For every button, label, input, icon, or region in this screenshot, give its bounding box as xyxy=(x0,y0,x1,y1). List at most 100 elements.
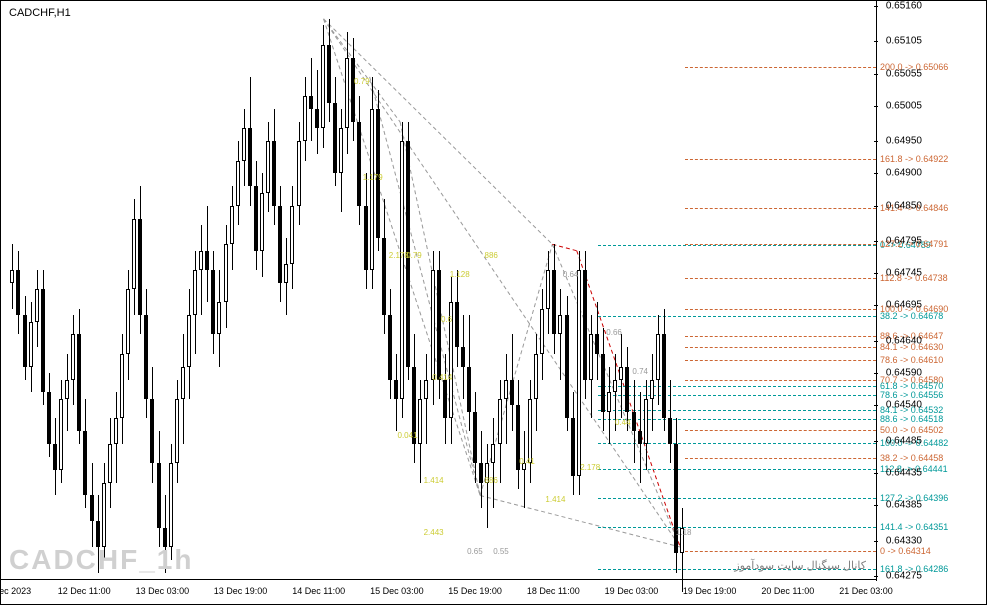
candle xyxy=(266,141,270,193)
candle xyxy=(668,418,672,444)
candle xyxy=(479,463,483,482)
candle xyxy=(102,483,106,547)
x-tick-label: 13 Dec 19:00 xyxy=(214,586,268,596)
candle xyxy=(260,193,264,251)
candle xyxy=(138,219,142,316)
candle xyxy=(224,244,228,302)
candle xyxy=(467,367,471,412)
pattern-label: 0.65 xyxy=(467,547,483,556)
candle xyxy=(540,309,544,354)
x-tick-label: 19 Dec 19:00 xyxy=(683,586,737,596)
candle xyxy=(205,251,209,270)
candle xyxy=(242,128,246,160)
pattern-label: 0.64 xyxy=(563,270,579,279)
candle xyxy=(552,270,556,334)
candle xyxy=(504,380,508,399)
fib-line xyxy=(598,527,876,528)
candle xyxy=(108,444,112,483)
candle xyxy=(278,206,282,283)
fib-line xyxy=(685,336,876,337)
y-tick-label: 0.64485 xyxy=(886,435,922,446)
candle xyxy=(498,399,502,444)
x-tick-label: 15 Dec 03:00 xyxy=(370,586,424,596)
candle xyxy=(181,367,185,399)
candle xyxy=(388,315,392,379)
candle xyxy=(528,399,532,463)
candle xyxy=(571,418,575,476)
candle xyxy=(150,399,154,463)
candle xyxy=(534,354,538,399)
candle xyxy=(254,186,258,250)
pattern-label: 0.44 xyxy=(615,418,631,427)
pattern-label: 0.414 xyxy=(432,373,452,382)
pattern-label: 2.443 xyxy=(424,528,444,537)
candle xyxy=(613,380,617,393)
fib-line xyxy=(685,380,876,381)
x-tick-label: 13 Dec 03:00 xyxy=(136,586,190,596)
fib-line xyxy=(598,386,876,387)
plot-area: 200.0 -> 0.65066161.8 -> 0.64922141.4 ->… xyxy=(6,6,876,576)
pattern-label: 0.74 xyxy=(632,367,648,376)
candle xyxy=(120,354,124,418)
y-tick-label: 0.64950 xyxy=(886,136,922,147)
fib-line xyxy=(685,159,876,160)
fib-line xyxy=(685,347,876,348)
fib-line xyxy=(685,458,876,459)
candle xyxy=(455,302,459,347)
pattern-label: 886 xyxy=(485,251,498,260)
candle xyxy=(230,206,234,245)
candle xyxy=(193,270,197,315)
candle xyxy=(297,141,301,205)
candle xyxy=(199,251,203,270)
candle xyxy=(382,238,386,315)
y-tick-label: 0.64745 xyxy=(886,268,922,279)
candle xyxy=(601,354,605,412)
x-axis: 11 Dec 202312 Dec 11:0013 Dec 03:0013 De… xyxy=(1,579,876,604)
candle xyxy=(211,270,215,334)
fib-line xyxy=(685,551,876,552)
pattern-label: 0.66 xyxy=(606,328,622,337)
y-axis: 0.651600.651050.650550.650050.649500.649… xyxy=(876,1,986,581)
candle xyxy=(351,58,355,122)
pattern-line xyxy=(370,77,480,496)
candle xyxy=(35,289,39,321)
fib-line xyxy=(685,67,876,68)
x-tick-label: 19 Dec 03:00 xyxy=(605,586,659,596)
candle xyxy=(674,444,678,553)
y-tick-label: 0.64435 xyxy=(886,467,922,478)
x-tick-label: 18 Dec 11:00 xyxy=(527,586,580,596)
candle xyxy=(47,392,51,444)
y-tick-label: 0.64900 xyxy=(886,168,922,179)
candle xyxy=(491,444,495,463)
candle xyxy=(290,206,294,264)
candle xyxy=(418,399,422,444)
chart-svg xyxy=(6,6,876,576)
candle xyxy=(77,334,81,431)
candle xyxy=(10,270,14,283)
pattern-label: 2.178 xyxy=(389,251,409,260)
pattern-label: 1.128 xyxy=(450,270,470,279)
candle xyxy=(65,380,69,399)
candle xyxy=(619,367,623,380)
pattern-label: 1.179 xyxy=(363,173,383,182)
y-tick-label: 0.64275 xyxy=(886,571,922,582)
candle xyxy=(400,141,404,399)
chart-container: CADCHF,H1 200.0 -> 0.65066161.8 -> 0.649… xyxy=(0,0,987,605)
candle xyxy=(370,109,374,270)
pattern-label: 2.178 xyxy=(580,463,600,472)
candle xyxy=(473,412,477,464)
pattern-label: 0.041 xyxy=(398,431,418,440)
candle xyxy=(583,270,587,379)
candle xyxy=(157,463,161,527)
y-tick-label: 0.65005 xyxy=(886,100,922,111)
watermark: CADCHF_1h xyxy=(9,544,193,576)
fib-line xyxy=(685,278,876,279)
candle xyxy=(90,495,94,521)
x-tick-label: 14 Dec 11:00 xyxy=(292,586,345,596)
fib-line xyxy=(685,360,876,361)
fib-line xyxy=(598,498,876,499)
candle xyxy=(345,58,349,129)
candle xyxy=(126,289,130,353)
candle xyxy=(83,431,87,495)
y-tick-label: 0.64850 xyxy=(886,200,922,211)
